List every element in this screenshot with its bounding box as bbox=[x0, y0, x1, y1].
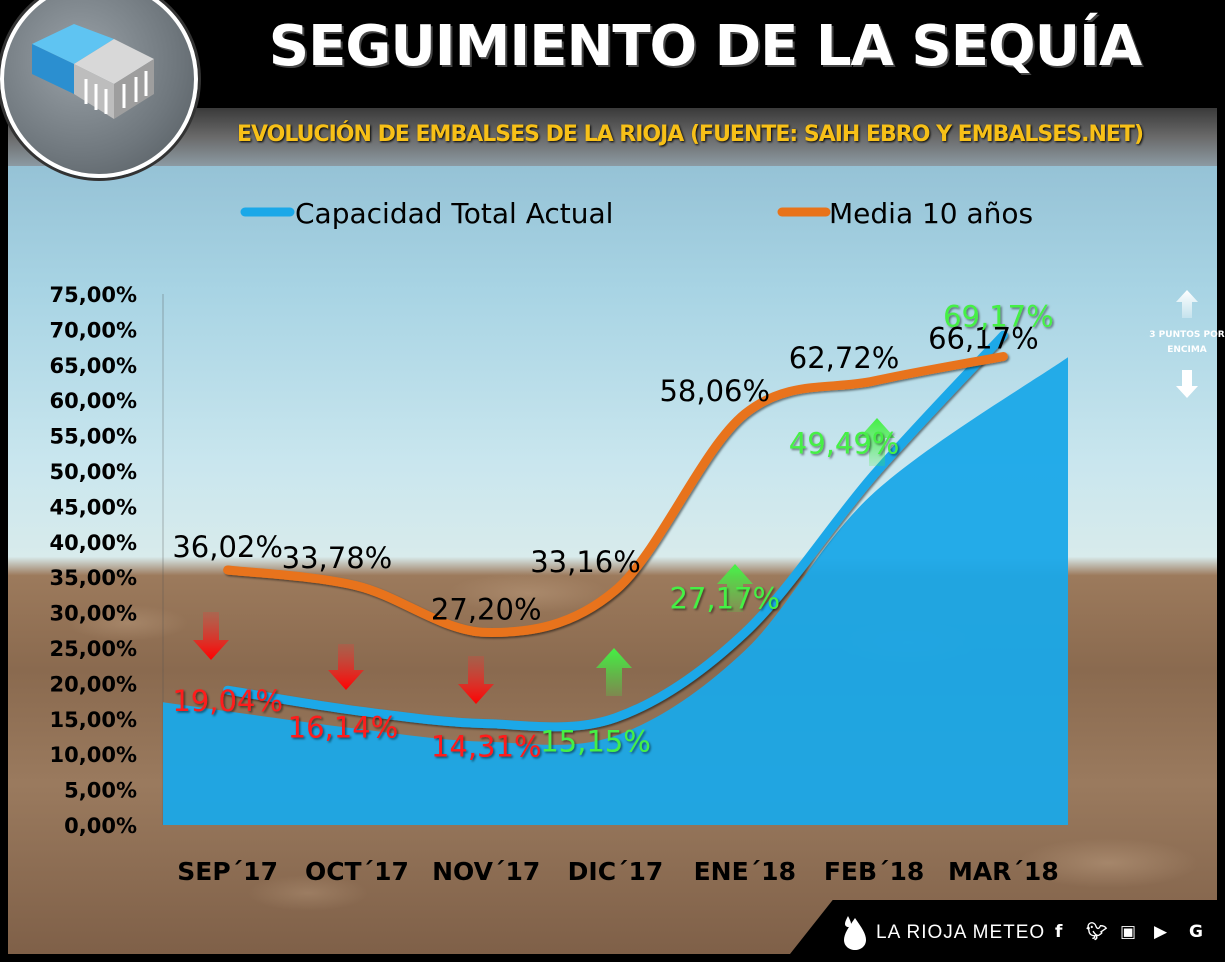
twitter-icon[interactable]: 🐦︎ bbox=[1086, 922, 1108, 942]
average-data-label: 36,02% bbox=[172, 530, 283, 564]
current-data-label: 15,15% bbox=[540, 725, 651, 759]
annotation-3-points: 3 PUNTOS POR ENCIMA bbox=[1149, 290, 1225, 398]
current-data-label: 49,49% bbox=[789, 427, 900, 461]
average-data-label: 27,20% bbox=[431, 592, 542, 626]
average-data-label: 58,06% bbox=[659, 374, 770, 408]
reservoir-logo bbox=[0, 0, 198, 178]
down-arrow-icon bbox=[1176, 370, 1198, 398]
x-tick-label: DIC´17 bbox=[568, 857, 664, 886]
annotation-line2: ENCIMA bbox=[1167, 345, 1207, 355]
y-tick-label: 20,00% bbox=[50, 672, 137, 696]
y-tick-label: 15,00% bbox=[50, 708, 137, 732]
current-area bbox=[163, 357, 1068, 825]
average-data-label: 66,17% bbox=[928, 322, 1039, 356]
y-tick-label: 25,00% bbox=[50, 637, 137, 661]
droplet-logo-icon bbox=[844, 916, 866, 950]
x-axis: SEP´17 OCT´17 NOV´17 DIC´17 ENE´18 FEB´18 MAR´… bbox=[177, 857, 1058, 886]
instagram-icon[interactable]: ▣ bbox=[1120, 922, 1137, 942]
chart-subtitle: EVOLUCIÓN DE EMBALSES DE LA RIOJA (FUENT… bbox=[237, 122, 1144, 147]
down-arrow-icon bbox=[458, 656, 494, 704]
series-lines bbox=[223, 330, 1008, 732]
legend-average-label: Media 10 años bbox=[829, 197, 1033, 230]
y-tick-label: 5,00% bbox=[64, 779, 137, 803]
up-arrow-icon bbox=[859, 418, 895, 466]
current-data-label: 19,04% bbox=[172, 684, 283, 718]
current-data-label: 14,31% bbox=[431, 730, 542, 764]
x-tick-label: ENE´18 bbox=[694, 857, 796, 886]
x-tick-label: NOV´17 bbox=[432, 857, 540, 886]
facebook-icon[interactable]: f bbox=[1055, 922, 1063, 942]
youtube-icon[interactable]: ▶ bbox=[1154, 922, 1168, 942]
down-arrow-icon bbox=[193, 612, 229, 660]
up-arrow-icon bbox=[596, 648, 632, 696]
average-data-label: 62,72% bbox=[789, 341, 900, 375]
y-tick-label: 75,00% bbox=[50, 283, 137, 307]
dam-icon bbox=[32, 24, 154, 119]
google-icon[interactable]: G bbox=[1189, 922, 1203, 942]
x-tick-label: OCT´17 bbox=[305, 857, 409, 886]
trend-arrows bbox=[193, 418, 895, 704]
y-tick-label: 50,00% bbox=[50, 460, 137, 484]
y-tick-label: 65,00% bbox=[50, 354, 137, 378]
y-tick-label: 30,00% bbox=[50, 602, 137, 626]
chart-legend: Capacidad Total Actual Media 10 años bbox=[240, 197, 1033, 230]
up-arrow-icon bbox=[1176, 290, 1198, 318]
y-tick-label: 35,00% bbox=[50, 566, 137, 590]
subtitle-band bbox=[8, 108, 1217, 166]
y-tick-label: 45,00% bbox=[50, 495, 137, 519]
average-data-label: 33,16% bbox=[530, 545, 641, 579]
up-arrow-icon bbox=[717, 564, 753, 612]
y-tick-label: 70,00% bbox=[50, 318, 137, 342]
x-tick-label: MAR´18 bbox=[948, 857, 1059, 886]
down-arrow-icon bbox=[328, 644, 364, 690]
data-labels: 36,02%33,78% 27,20% 33,16% 58,06% 62,72% 66,1… bbox=[172, 299, 1053, 763]
annotation-line1: 3 PUNTOS POR bbox=[1149, 330, 1224, 340]
brand-name: LA RIOJA METEO bbox=[876, 922, 1046, 943]
y-tick-label: 55,00% bbox=[50, 425, 137, 449]
current-data-label: 69,17% bbox=[943, 299, 1054, 333]
y-tick-label: 10,00% bbox=[50, 743, 137, 767]
y-tick-label: 0,00% bbox=[64, 814, 137, 838]
y-tick-label: 60,00% bbox=[50, 389, 137, 413]
y-tick-label: 40,00% bbox=[50, 531, 137, 555]
current-data-label: 27,17% bbox=[669, 582, 780, 616]
legend-current-label: Capacidad Total Actual bbox=[295, 197, 613, 230]
average-data-label: 33,78% bbox=[282, 541, 393, 575]
x-tick-label: FEB´18 bbox=[824, 857, 925, 886]
page-title: SEGUIMIENTO DE LA SEQUÍA bbox=[268, 14, 1142, 79]
x-tick-label: SEP´17 bbox=[177, 857, 278, 886]
average-series-line bbox=[223, 352, 1008, 637]
header-bar bbox=[8, 8, 1217, 108]
y-axis: 75,00% 70,00% 65,00% 60,00% 55,00% 50,00% 45,0… bbox=[50, 283, 164, 838]
current-data-label: 16,14% bbox=[288, 711, 399, 745]
current-series-line bbox=[223, 330, 1008, 732]
current-area-fill bbox=[163, 357, 1068, 825]
